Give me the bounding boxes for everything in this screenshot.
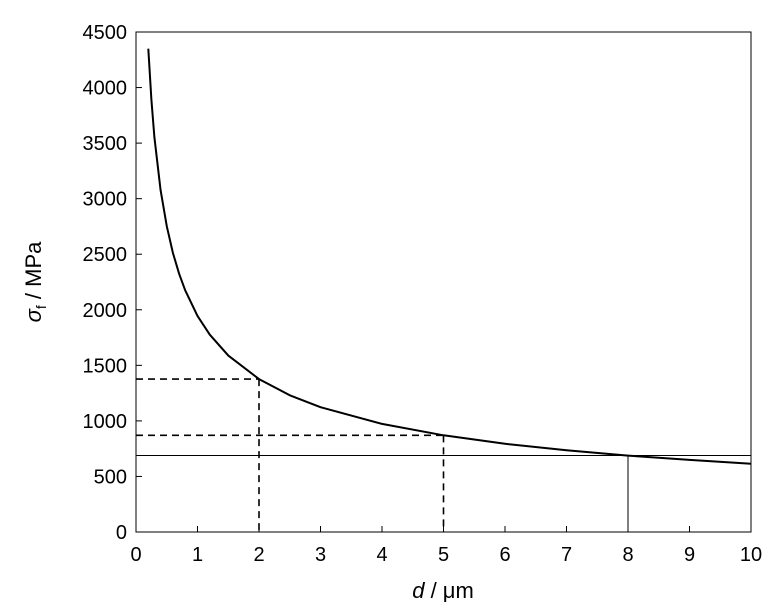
x-tick-label: 3 (315, 544, 326, 566)
x-tick-label: 1 (192, 544, 203, 566)
y-tick-label: 4500 (83, 22, 128, 44)
y-axis-label: σf / MPa (21, 241, 49, 323)
data-series (147, 48, 752, 465)
y-tick-label: 2500 (83, 244, 128, 266)
y-tick-label: 3500 (83, 133, 128, 155)
x-tick-label: 5 (438, 544, 449, 566)
y-tick-label: 2000 (83, 300, 128, 322)
x-axis-label: d / μm (412, 578, 474, 603)
reference-lines (136, 378, 751, 532)
x-tick-label: 2 (253, 544, 264, 566)
x-tick-label: 4 (376, 544, 387, 566)
y-tick-label: 1500 (83, 355, 128, 377)
y-tick-label: 1000 (83, 411, 128, 433)
x-tick-label: 9 (684, 544, 695, 566)
x-tick-label: 8 (622, 544, 633, 566)
y-tick-label: 0 (116, 522, 127, 544)
y-tick-label: 3000 (83, 189, 128, 211)
x-tick-label: 10 (740, 544, 762, 566)
x-tick-label: 0 (130, 544, 141, 566)
x-tick-label: 6 (499, 544, 510, 566)
y-axis-ticks: 0 500 1000 1500 2000 2500 3000 3500 4000 4500 (83, 22, 142, 544)
series-line (147, 48, 752, 465)
y-tick-label: 4000 (83, 78, 128, 100)
x-tick-label: 7 (561, 544, 572, 566)
y-tick-label: 500 (94, 466, 127, 488)
